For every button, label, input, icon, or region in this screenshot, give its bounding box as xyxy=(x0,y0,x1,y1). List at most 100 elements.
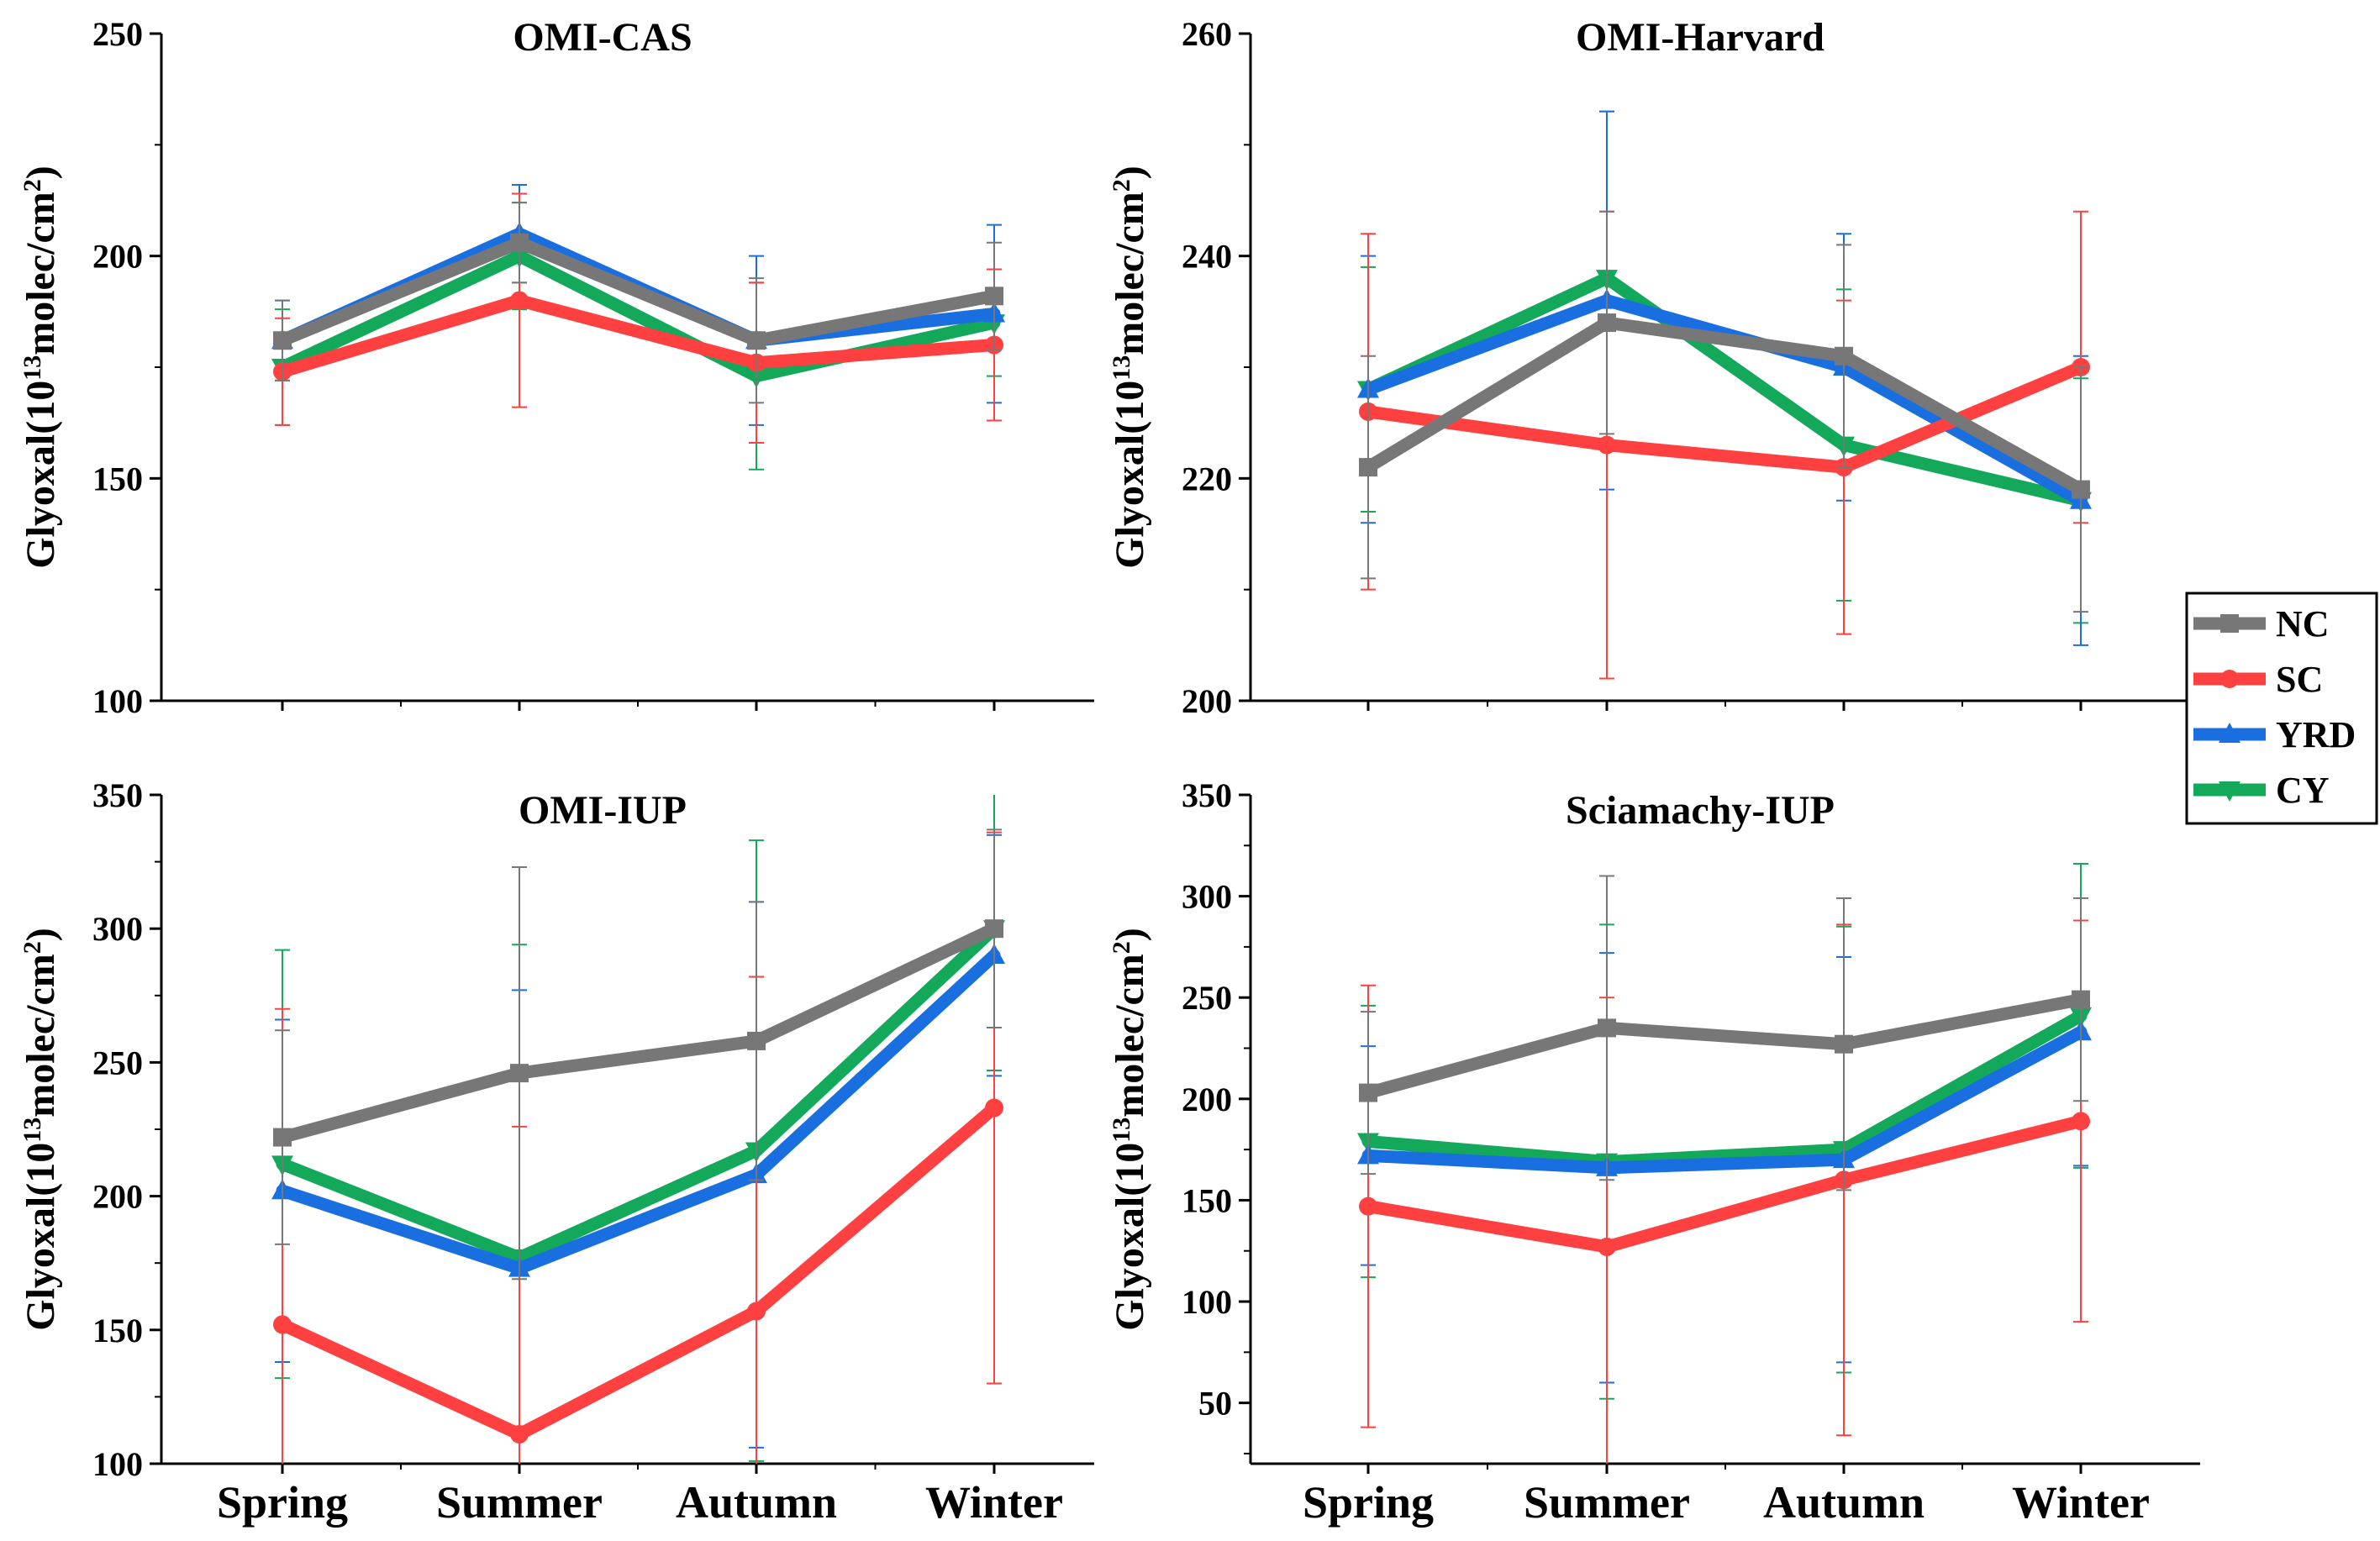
y-axis-title-part: ) xyxy=(1108,166,1152,179)
y-tick-label: 300 xyxy=(1182,878,1232,916)
data-point xyxy=(2072,990,2090,1009)
y-tick-label: 250 xyxy=(1182,979,1232,1017)
legend: NC SC YRD CY xyxy=(2185,592,2378,825)
y-tick-label: 200 xyxy=(1182,682,1232,720)
y-tick-label: 100 xyxy=(92,1445,143,1483)
data-point xyxy=(747,1302,766,1321)
y-tick-label: 200 xyxy=(1182,1081,1232,1118)
data-point xyxy=(985,919,1003,939)
y-tick-label: 250 xyxy=(92,1044,143,1081)
y-tick-label: 200 xyxy=(92,1178,143,1216)
data-point xyxy=(1835,346,1853,366)
series-line xyxy=(1361,993,2088,1100)
series-line xyxy=(276,1102,1001,1441)
legend-marker xyxy=(2219,723,2240,743)
panel-title: OMI-CAS xyxy=(513,15,692,60)
y-axis-title: Glyoxal(1013molec/cm2) xyxy=(18,928,64,1331)
x-tick-label-summer: Summer xyxy=(436,1477,603,1528)
series-nc xyxy=(273,202,1003,404)
chart-panel-4: 50 100 150 200 250 300 350 Spring Summer Autumn Wi… xyxy=(1108,776,2200,1528)
series-line xyxy=(1361,360,2088,474)
series-cy xyxy=(271,795,1005,1464)
legend-marker xyxy=(2220,670,2239,688)
data-point xyxy=(273,1128,292,1147)
legend-marker xyxy=(2220,614,2239,633)
y-tick-label: 150 xyxy=(1182,1181,1232,1219)
y-tick-label: 350 xyxy=(1182,776,1232,814)
y-tick-label: 250 xyxy=(92,15,143,53)
legend-label-nc: NC xyxy=(2276,603,2330,644)
y-tick-label: 50 xyxy=(1198,1385,1232,1423)
y-tick-label: 260 xyxy=(1182,15,1232,53)
data-point xyxy=(1598,1237,1616,1256)
data-point xyxy=(1598,435,1616,455)
panel-title: OMI-IUP xyxy=(519,788,687,833)
y-tick-label: 220 xyxy=(1182,460,1232,497)
data-point xyxy=(510,1424,529,1444)
legend-box xyxy=(2185,592,2378,825)
data-point xyxy=(273,331,292,350)
panel-title: OMI-Harvard xyxy=(1576,15,1824,60)
series-yrd xyxy=(1357,110,2092,646)
legend-marker xyxy=(2219,781,2240,802)
y-axis-title-part: ) xyxy=(18,928,63,941)
data-point xyxy=(747,1031,766,1050)
y-axis-title-part: Glyoxal(10 xyxy=(1108,381,1152,569)
series-nc xyxy=(1359,875,2090,1191)
x-tick-label-winter: Winter xyxy=(2012,1477,2150,1528)
series-line xyxy=(1361,1025,2088,1175)
series-line xyxy=(276,949,1001,1275)
y-axis-title-superscript: 2 xyxy=(1108,179,1135,192)
y-axis-title: Glyoxal(1013molec/cm2) xyxy=(1108,928,1153,1331)
y-axis-title-part: molec/cm xyxy=(18,954,63,1118)
y-axis-title-superscript: 2 xyxy=(1108,941,1135,954)
x-tick-label-summer: Summer xyxy=(1524,1477,1690,1528)
y-tick-label: 150 xyxy=(92,1312,143,1349)
y-axis-title-part: ) xyxy=(18,166,63,179)
series-line xyxy=(276,922,1001,1265)
series-sc xyxy=(1359,919,2090,1464)
legend-label-sc: SC xyxy=(2276,659,2323,700)
x-tick-label-autumn: Autumn xyxy=(676,1477,837,1528)
y-axis-title-part: ) xyxy=(1108,928,1152,941)
data-point xyxy=(510,233,529,252)
series-line xyxy=(1361,1114,2088,1254)
data-point xyxy=(747,331,766,350)
y-tick-label: 240 xyxy=(1182,238,1232,276)
series-nc xyxy=(1359,210,2090,613)
data-point xyxy=(510,291,529,310)
data-point xyxy=(510,1064,529,1083)
y-tick-label: 300 xyxy=(92,910,143,948)
panel-title: Sciamachy-IUP xyxy=(1566,788,1835,833)
data-point xyxy=(985,1098,1003,1118)
series-line xyxy=(1361,1009,2088,1169)
y-axis-title-part: molec/cm xyxy=(1108,192,1152,355)
y-axis-title: Glyoxal(1013molec/cm2) xyxy=(18,166,64,569)
y-axis-title-superscript: 2 xyxy=(18,179,46,192)
data-point xyxy=(1835,1034,1853,1054)
data-point xyxy=(1359,1083,1377,1102)
y-axis-title-superscript: 13 xyxy=(1108,355,1135,381)
y-tick-label: 200 xyxy=(92,238,143,276)
data-point xyxy=(1598,313,1616,333)
data-point xyxy=(1598,1018,1616,1038)
x-tick-label-autumn: Autumn xyxy=(1763,1477,1925,1528)
series-line xyxy=(276,922,1001,1144)
series-line xyxy=(276,236,1001,347)
y-axis-title-superscript: 13 xyxy=(18,355,46,381)
data-point xyxy=(1359,458,1377,477)
x-tick-label-spring: Spring xyxy=(217,1477,348,1528)
series-line xyxy=(1361,271,2088,508)
series-sc xyxy=(273,831,1003,1464)
y-axis-title-part: Glyoxal(10 xyxy=(18,381,63,569)
legend-label-yrd: YRD xyxy=(2276,714,2356,755)
data-point xyxy=(985,287,1003,306)
data-point xyxy=(2072,1112,2090,1131)
data-point xyxy=(1359,1197,1377,1216)
y-tick-label: 150 xyxy=(92,460,143,497)
chart-panel-2: 200 220 240 260 OMI-Harvard Glyoxal(1013molec… xyxy=(1108,15,2200,720)
y-axis-title: Glyoxal(1013molec/cm2) xyxy=(1108,166,1153,569)
chart-panel-1: 100 150 200 250 OMI-CAS Glyoxal(1013molec/cm2… xyxy=(18,15,1094,720)
